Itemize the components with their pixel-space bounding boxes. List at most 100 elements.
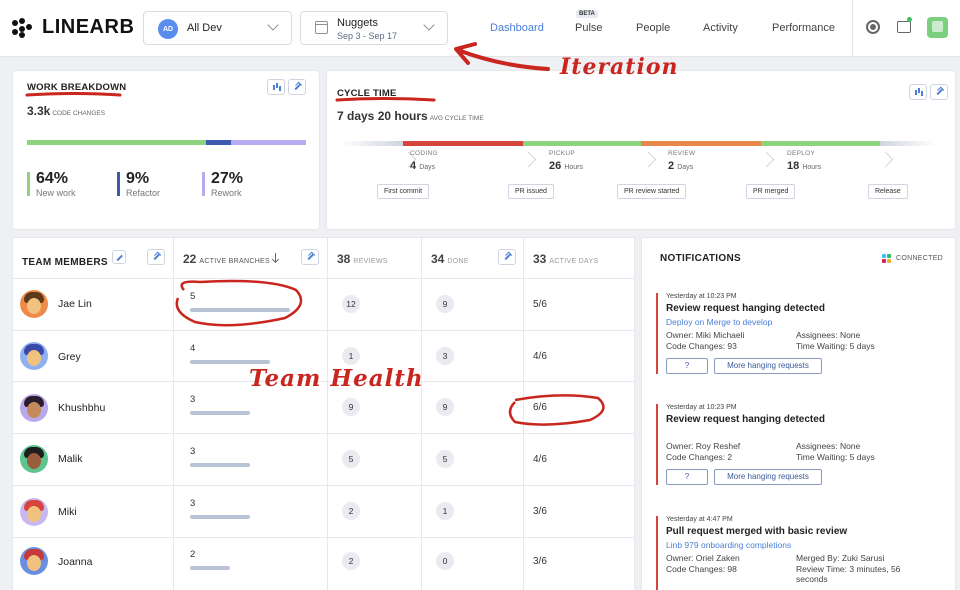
member-name[interactable]: Malik <box>58 453 83 465</box>
stat-value: 64% <box>36 170 69 187</box>
stage-unit: Days <box>419 164 436 171</box>
expand-button[interactable] <box>288 79 306 95</box>
annotation-team-health: Team Health <box>249 365 424 392</box>
pipeline-lead-out <box>880 141 936 146</box>
top-navigation-bar: LINEARB AD All Dev Nuggets Sep 3 - Sep 1… <box>0 0 960 57</box>
iteration-name: Nuggets <box>337 17 378 29</box>
member-name[interactable]: Khushbhu <box>58 402 106 414</box>
pipeline-segment-review <box>641 141 761 146</box>
stage-unit: Hours <box>802 164 821 171</box>
expand-button[interactable] <box>301 249 319 265</box>
chat-icon[interactable] <box>897 21 911 33</box>
member-name[interactable]: Joanna <box>58 556 93 568</box>
active-days-value: 4/6 <box>533 351 547 362</box>
notification-code-changes: Code Changes: 98 <box>666 564 737 574</box>
notification-assignees: Assignees: None <box>796 330 861 340</box>
avatar <box>20 394 48 422</box>
team-members-header: TEAM MEMBERS <box>22 252 108 270</box>
iteration-selector-dropdown[interactable]: Nuggets Sep 3 - Sep 17 <box>300 11 448 45</box>
team-selector-dropdown[interactable]: AD All Dev <box>143 11 292 45</box>
notification-review-time: Review Time: 3 minutes, 56 seconds <box>796 564 901 584</box>
column-header-reviews[interactable]: 38 REVIEWS <box>337 250 388 268</box>
nav-performance[interactable]: Performance <box>772 22 835 34</box>
reviews-pill: 12 <box>342 295 360 313</box>
stat-refactor: 9% Refactor <box>117 170 160 198</box>
nav-pulse[interactable]: Pulse <box>575 22 603 34</box>
chart-view-button[interactable] <box>267 79 285 95</box>
work-breakdown-card <box>12 70 320 230</box>
sort-arrow-down-icon[interactable] <box>272 253 280 263</box>
code-changes-value: 3.3k <box>27 104 51 118</box>
edit-pencil-icon[interactable] <box>112 250 126 264</box>
notification-owner: Owner: Oriel Zaken <box>666 553 740 563</box>
logo-text: LINEARB <box>42 16 135 38</box>
done-pill: 3 <box>436 347 454 365</box>
stat-label: Rework <box>211 188 242 198</box>
stage-review[interactable]: REVIEW 2 Days <box>668 150 695 172</box>
more-hanging-requests-button[interactable]: More hanging requests <box>714 358 822 374</box>
stage-pickup[interactable]: PICKUP 26 Hours <box>549 150 583 172</box>
arrow-up-right-icon <box>307 253 314 260</box>
stage-value: 26 <box>549 160 562 172</box>
beta-badge: BETA <box>576 10 598 18</box>
column-header-done[interactable]: 34 DONE <box>431 250 469 268</box>
pipeline-segment-deploy <box>761 141 880 146</box>
stage-deploy[interactable]: DEPLOY 18 Hours <box>787 150 821 172</box>
notification-time: Yesterday at 10:23 PM <box>666 404 737 411</box>
stat-rework: 27% Rework <box>202 170 243 198</box>
linearb-logo-icon <box>12 17 38 38</box>
reviews-pill: 9 <box>342 398 360 416</box>
column-header-active-branches[interactable]: 22 ACTIVE BRANCHES <box>183 250 270 268</box>
work-breakdown-bar-new-work <box>27 140 206 145</box>
avatar <box>20 342 48 370</box>
reviews-pill: 5 <box>342 450 360 468</box>
column-count: 34 <box>431 252 445 266</box>
branches-bar <box>190 360 270 364</box>
branches-value: 3 <box>190 498 196 509</box>
notification-time-waiting: Time Waiting: 5 days <box>796 341 875 351</box>
notification-link[interactable]: Linb 979 onboarding completions <box>666 540 792 550</box>
notification-time: Yesterday at 4:47 PM <box>666 516 733 523</box>
linearb-logo[interactable]: LINEARB <box>12 16 134 39</box>
bar-chart-icon <box>915 90 917 95</box>
gear-icon[interactable] <box>866 20 880 34</box>
column-header-active-days[interactable]: 33 ACTIVE DAYS <box>533 250 598 268</box>
stage-coding[interactable]: CODING 4 Days <box>410 150 438 172</box>
column-count: 22 <box>183 252 197 266</box>
member-name[interactable]: Jae Lin <box>58 298 92 310</box>
calendar-icon <box>315 21 328 34</box>
help-button[interactable]: ? <box>666 358 708 374</box>
bar-chart-icon <box>273 85 275 90</box>
user-avatar-icon[interactable] <box>927 17 948 38</box>
nav-people[interactable]: People <box>636 22 671 34</box>
expand-button[interactable] <box>498 249 516 265</box>
stage-value: 4 <box>410 160 417 172</box>
nav-divider <box>852 0 853 56</box>
nav-activity[interactable]: Activity <box>703 22 738 34</box>
slack-icon <box>882 254 891 263</box>
team-members-table: TEAM MEMBERS 22 ACTIVE BRANCHES 38 REVIEWS… <box>12 237 635 590</box>
pipeline-segment-pickup <box>523 141 641 146</box>
stat-label: New work <box>36 188 76 198</box>
branches-bar <box>190 566 230 570</box>
active-days-value: 3/6 <box>533 556 547 567</box>
notification-link[interactable] <box>666 428 946 439</box>
notifications-panel: NOTIFICATIONS CONNECTED Yesterday at 10:… <box>641 237 956 590</box>
team-avatar-badge: AD <box>158 19 178 39</box>
stat-color-marker <box>27 172 30 196</box>
reviews-pill: 1 <box>342 347 360 365</box>
pipeline-separator <box>880 148 890 174</box>
expand-button[interactable] <box>147 249 165 265</box>
chevron-down-icon <box>267 19 279 31</box>
more-hanging-requests-button[interactable]: More hanging requests <box>714 469 822 485</box>
active-days-value: 3/6 <box>533 506 547 517</box>
member-name[interactable]: Miki <box>58 506 77 518</box>
avatar <box>20 498 48 526</box>
member-name[interactable]: Grey <box>58 351 81 363</box>
expand-button[interactable] <box>930 84 948 100</box>
nav-dashboard[interactable]: Dashboard <box>490 22 544 34</box>
chart-view-button[interactable] <box>909 84 927 100</box>
avatar <box>20 290 48 318</box>
notification-link[interactable]: Deploy on Merge to develop <box>666 317 773 327</box>
help-button[interactable]: ? <box>666 469 708 485</box>
